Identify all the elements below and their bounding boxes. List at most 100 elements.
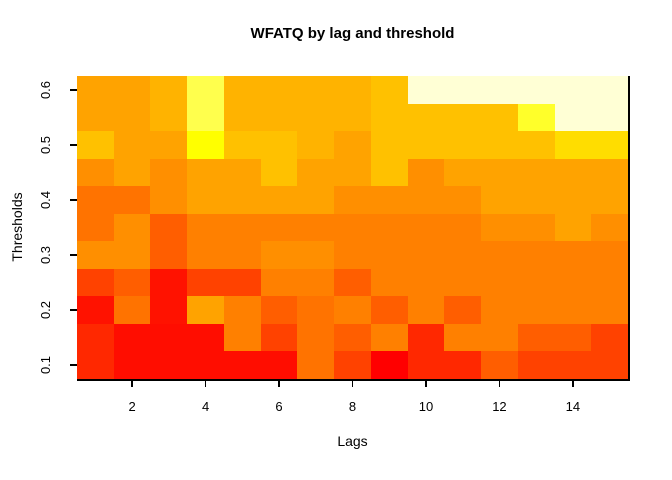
- heatmap-cell: [481, 158, 518, 187]
- heatmap-cell: [297, 131, 335, 159]
- heatmap-cell: [77, 131, 114, 159]
- x-tick-mark: [498, 381, 501, 387]
- heatmap-cell: [407, 158, 445, 187]
- heatmap-cell: [223, 131, 261, 159]
- y-tick-mark: [70, 199, 77, 201]
- heatmap-cell: [113, 131, 151, 159]
- x-tick-label: 8: [348, 399, 357, 414]
- heatmap-cell: [481, 241, 518, 269]
- heatmap-cell: [150, 268, 188, 297]
- heatmap-cell: [407, 351, 445, 379]
- heatmap-cell: [481, 103, 518, 132]
- heatmap-cell: [444, 296, 482, 324]
- heatmap-cell: [481, 76, 518, 104]
- heatmap-cell: [334, 351, 371, 379]
- heatmap-cell: [150, 186, 188, 214]
- heatmap-cell: [334, 241, 371, 269]
- heatmap-cell: [77, 351, 114, 379]
- x-tick-label: 6: [275, 399, 283, 414]
- y-tick-label: 0.5: [38, 135, 53, 154]
- heatmap-cell: [77, 158, 114, 187]
- heatmap-cell: [481, 268, 518, 297]
- heatmap-cell: [407, 213, 445, 242]
- heatmap-cell: [223, 323, 261, 352]
- heatmap-cell: [150, 103, 188, 132]
- heatmap-cell: [591, 131, 628, 159]
- heatmap-cell: [187, 103, 224, 132]
- heatmap-cell: [260, 323, 298, 352]
- heatmap-cell: [591, 76, 628, 104]
- y-tick-mark: [70, 89, 77, 91]
- y-tick-mark: [70, 309, 77, 311]
- heatmap-cell: [517, 268, 555, 297]
- heatmap-cell: [297, 158, 335, 187]
- heatmap-cell: [554, 351, 592, 379]
- heatmap-cell: [370, 268, 408, 297]
- heatmap-cell: [334, 131, 371, 159]
- heatmap-cell: [517, 351, 555, 379]
- heatmap-cell: [187, 131, 224, 159]
- heatmap-cell: [591, 296, 628, 324]
- heatmap-cell: [334, 323, 371, 352]
- heatmap-cell: [370, 158, 408, 187]
- heatmap-cell: [113, 241, 151, 269]
- x-tick-label: 2: [128, 399, 136, 414]
- heatmap-cell: [113, 76, 151, 104]
- heatmap-cell: [591, 213, 628, 242]
- heatmap-cell: [334, 186, 371, 214]
- heatmap-cell: [444, 323, 482, 352]
- heatmap-cell: [407, 296, 445, 324]
- heatmap-cell: [260, 158, 298, 187]
- heatmap-cell: [444, 268, 482, 297]
- y-tick-mark: [70, 364, 77, 366]
- heatmap-cell: [297, 296, 335, 324]
- heatmap-cell: [334, 103, 371, 132]
- heatmap-cell: [223, 213, 261, 242]
- heatmap-cell: [150, 158, 188, 187]
- heatmap-cell: [113, 186, 151, 214]
- heatmap-cell: [77, 241, 114, 269]
- heatmap-cell: [407, 103, 445, 132]
- heatmap-cell: [554, 213, 592, 242]
- heatmap-cell: [517, 103, 555, 132]
- heatmap-cell: [113, 296, 151, 324]
- heatmap-cell: [591, 241, 628, 269]
- heatmap-cell: [370, 186, 408, 214]
- heatmap-cell: [150, 131, 188, 159]
- heatmap-cell: [260, 76, 298, 104]
- heatmap-cell: [517, 241, 555, 269]
- heatmap-cell: [370, 103, 408, 132]
- heatmap-cell: [297, 76, 335, 104]
- heatmap-cell: [187, 186, 224, 214]
- heatmap-cell: [77, 186, 114, 214]
- heatmap-cell: [150, 241, 188, 269]
- heatmap-cell: [444, 76, 482, 104]
- heatmap-cell: [517, 76, 555, 104]
- heatmap-cell: [187, 76, 224, 104]
- heatmap-cell: [591, 323, 628, 352]
- heatmap-cell: [370, 241, 408, 269]
- heatmap-cell: [150, 323, 188, 352]
- heatmap-cell: [591, 186, 628, 214]
- heatmap-cell: [223, 158, 261, 187]
- heatmap-cell: [407, 186, 445, 214]
- y-tick-label: 0.3: [38, 246, 53, 265]
- heatmap-cell: [150, 213, 188, 242]
- x-tick-label: 12: [492, 399, 507, 414]
- heatmap-cell: [444, 131, 482, 159]
- heatmap-cell: [77, 323, 114, 352]
- x-tick-mark: [351, 381, 354, 387]
- x-tick-label: 10: [418, 399, 434, 414]
- heatmap-cell: [297, 103, 335, 132]
- heatmap-cell: [444, 158, 482, 187]
- heatmap-cell: [187, 296, 224, 324]
- heatmap-cell: [187, 268, 224, 297]
- x-tick-mark: [425, 381, 427, 387]
- heatmap-cell: [150, 296, 188, 324]
- heatmap-cell: [517, 213, 555, 242]
- heatmap-cell: [77, 213, 114, 242]
- heatmap-cell: [113, 158, 151, 187]
- heatmap-cell: [554, 296, 592, 324]
- heatmap-cell: [517, 158, 555, 187]
- heatmap-cell: [517, 131, 555, 159]
